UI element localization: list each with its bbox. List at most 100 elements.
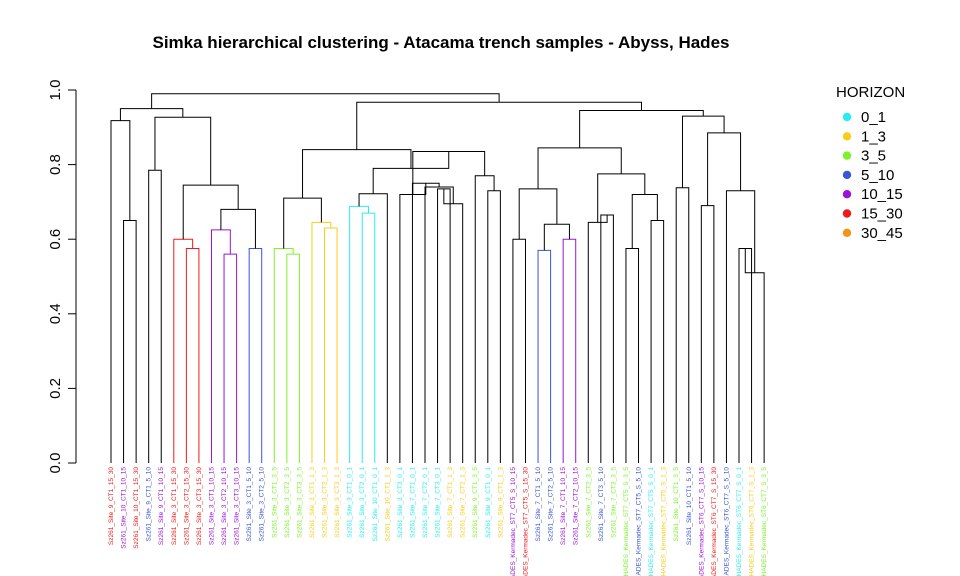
- leaf-label: Sz261_Site_7_CT1_0_1: [409, 467, 416, 538]
- legend: HORIZON 0_1 1_3 3_5 5_10 10_15 15_30 30_45: [836, 84, 905, 242]
- chart-title: Simka hierarchical clustering - Atacama …: [153, 33, 730, 52]
- dendrogram-branch: [154, 116, 212, 186]
- dendrogram-branch: [600, 214, 614, 463]
- leaf-label: Sz261_Site_3_CT1_0_1: [347, 467, 354, 538]
- dendrogram-branches: [110, 93, 765, 463]
- dendrogram-branch: [361, 212, 376, 463]
- dendrogram-branch: [707, 132, 742, 206]
- leaf-label: HADES_Kermadec_ST7_CT5_S_3_5: [623, 467, 630, 576]
- leaf-label: Sz261_Site_9_CT1_3_5: [472, 467, 479, 538]
- leaf-label: Sz261_Site_7_CT3_0_1: [435, 467, 442, 538]
- leaf-label: Sz261_Site_9_CT1_5_10: [146, 467, 153, 542]
- dendrogram-branch: [587, 214, 608, 463]
- dendrogram-branch: [650, 220, 665, 463]
- dendrogram-branch: [119, 108, 184, 121]
- legend-label: 15_30: [861, 206, 903, 223]
- dendrogram-branch: [273, 248, 294, 463]
- leaf-label: Sz261_Site_10_CT1_5_10: [686, 467, 693, 545]
- leaf-label: HADES_Kermadec_ST7_CT5_S_0_1: [648, 467, 655, 576]
- dendrogram-branch: [283, 197, 322, 249]
- leaf-label: Sz261_Site_7_CT2_0_1: [422, 467, 429, 538]
- legend-title: HORIZON: [836, 84, 905, 101]
- dendrogram-branch: [518, 188, 558, 240]
- y-tick-label: 1.0: [47, 80, 64, 101]
- legend-label: 1_3: [861, 128, 886, 145]
- dendrogram-branch: [302, 149, 412, 199]
- dendrogram-branch: [110, 120, 131, 463]
- leaf-label: HADES_Kermadec_ST6_CT7_S_3_5: [761, 467, 768, 576]
- legend-label: 10_15: [861, 186, 903, 203]
- dendrogram-branch: [210, 229, 231, 463]
- legend-label: 30_45: [861, 225, 903, 242]
- leaf-label: Sz261_Site_7_CT2_5_10: [548, 467, 555, 542]
- leaf-label: Sz261_Site_7_CT1_10_15: [560, 467, 567, 545]
- leaf-label: Sz261_Site_3_CT3_1_3: [334, 467, 341, 538]
- dendrogram-branch: [123, 220, 137, 463]
- leaf-label: Sz261_Site_3_CT3_0_1: [397, 467, 404, 538]
- leaf-label: Sz261_Site_3_CT3_10_15: [234, 467, 241, 545]
- leaf-label: Sz261_Site_7_CT2_3_5: [585, 467, 592, 538]
- leaf-label: Sz261_Site_3_CT1_15_30: [171, 467, 178, 545]
- legend-label: 3_5: [861, 148, 886, 165]
- leaf-label: HADES_Kermadec_ST6_CT7_S_1_3: [749, 467, 756, 576]
- leaf-label: HADES_Kermadec_ST7_CT5_S_1_3: [661, 467, 668, 576]
- dendrogram-branch: [286, 253, 300, 463]
- dendrogram-branch: [324, 227, 338, 463]
- dendrogram-branch: [675, 187, 690, 463]
- dendrogram-branch: [725, 190, 756, 463]
- dendrogram-branch: [681, 115, 725, 188]
- leaf-label: Sz261_Site_10_CT1_1_3: [384, 467, 391, 542]
- y-tick-label: 0.6: [47, 229, 64, 250]
- y-tick-label: 0.0: [47, 453, 64, 474]
- dendrogram-branch: [537, 147, 622, 189]
- y-tick-label: 0.8: [47, 154, 64, 175]
- legend-items: 0_1 1_3 3_5 5_10 10_15 15_30 30_45: [842, 109, 903, 242]
- leaf-label: Sz261_Site_3_CT3_3_5: [296, 467, 303, 538]
- leaf-label: Sz261_Site_7_CT3_3_5: [610, 467, 617, 538]
- leaf-label: Sz261_Site_7_CT2_1_3: [460, 467, 467, 538]
- leaf-label: HADES_Kermadec_ST7_CT5_S_5_10: [636, 467, 643, 576]
- dendrogram-branch: [148, 169, 162, 463]
- leaf-label: Sz261_Site_3_CT2_1_3: [322, 467, 329, 538]
- dendrogram-branch: [744, 248, 765, 463]
- legend-label: 5_10: [861, 167, 894, 184]
- leaf-label: HADES_Kermadec_ST6_CT7_S_5_10: [723, 467, 730, 576]
- dendrogram-branch: [185, 248, 200, 463]
- dendrogram-branch: [349, 205, 369, 463]
- leaf-label: Sz261_Site_3_CT2_15_30: [183, 467, 190, 545]
- dendrogram-branch: [562, 238, 577, 463]
- legend-swatch: [842, 228, 852, 237]
- leaf-label: Sz261_Site_10_CT1_15_30: [133, 467, 140, 549]
- dendrogram-branch: [625, 248, 640, 463]
- dendrogram-branch: [151, 93, 500, 109]
- leaf-label: Sz261_Site_9_CT1_15_30: [108, 467, 115, 545]
- leaf-label: Sz261_Site_3_CT1_10_15: [208, 467, 215, 545]
- dendrogram-branch: [248, 248, 263, 463]
- leaf-labels: Sz261_Site_9_CT1_15_30 Sz261_Site_10_CT1_…: [108, 467, 768, 576]
- leaf-label: Sz261_Site_9_CT1_0_1: [485, 467, 492, 538]
- leaf-label: Sz261_Site_10_CT1_10_15: [121, 467, 128, 549]
- legend-swatch: [842, 209, 852, 218]
- leaf-label: Sz261_Site_3_CT2_10_15: [221, 467, 228, 545]
- leaf-label: Sz261_Site_3_CT2_5_10: [259, 467, 266, 542]
- legend-swatch: [842, 112, 852, 122]
- leaf-label: HADES_Kermadec_ST7_CT5_S_15_30: [522, 467, 529, 576]
- y-tick-label: 0.2: [47, 378, 64, 399]
- leaf-label: HADES_Kermadec_ST6_CT7_S_0_1: [736, 467, 743, 576]
- dendrogram-branch: [437, 188, 451, 463]
- dendrogram-branch: [356, 101, 642, 150]
- dendrogram-branch: [700, 205, 715, 463]
- leaf-label: Sz261_Site_10_CT1_0_1: [372, 467, 379, 542]
- dendrogram-branch: [543, 223, 570, 251]
- leaf-label: Sz261_Site_7_CT1_5_10: [535, 467, 542, 542]
- dendrogram-branch: [487, 190, 501, 463]
- leaf-label: Sz261_Site_7_CT1_1_3: [447, 467, 454, 538]
- dendrogram-branch: [424, 186, 454, 463]
- dendrogram-branch: [537, 249, 552, 463]
- leaf-label: Sz261_Site_7_CT3_5_10: [598, 467, 605, 542]
- dendrogram-branch: [411, 182, 440, 463]
- leaf-label: HADES_Kermadec_ST7_CT5_S_10_15: [510, 467, 517, 576]
- leaf-label: HADES_Kermadec_ST6_CT7_S_15_30: [711, 467, 718, 576]
- leaf-label: Sz261_Site_3_CT1_5_10: [246, 467, 253, 542]
